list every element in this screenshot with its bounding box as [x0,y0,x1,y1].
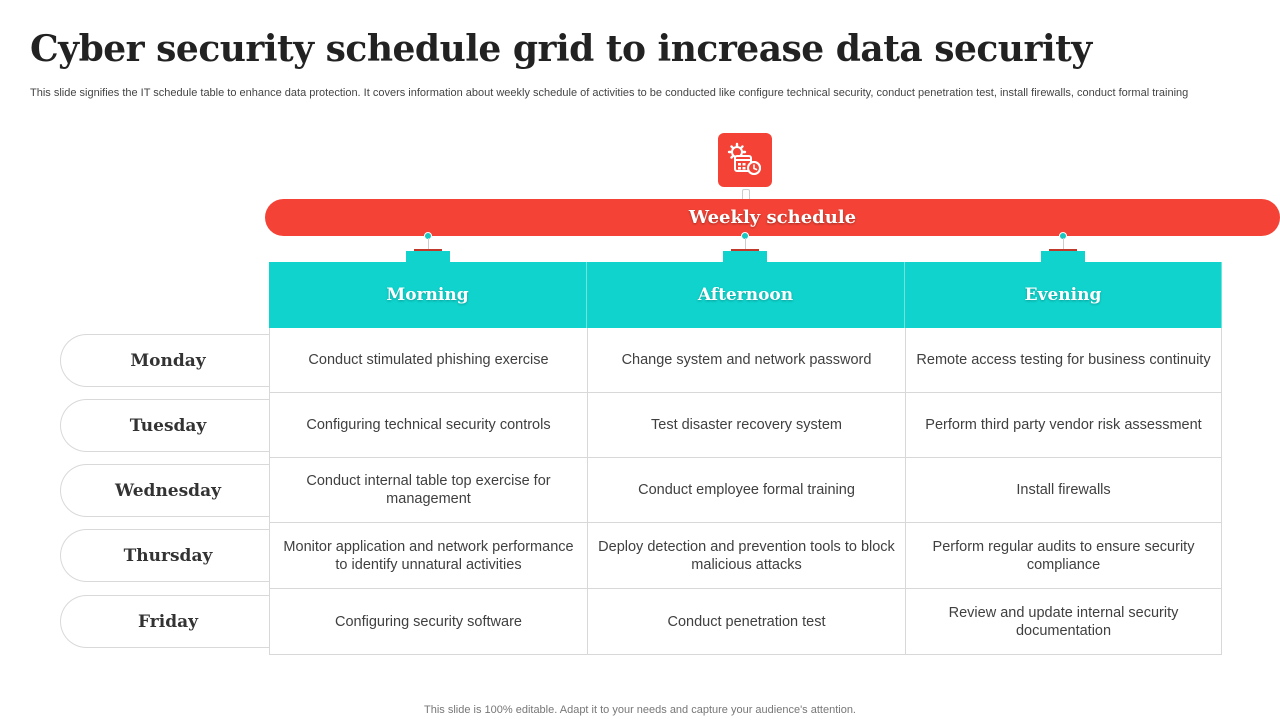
day-label-thursday: Thursday [60,529,285,582]
calendar-gear-icon [718,133,772,187]
connector-stem [1063,238,1064,250]
day-label-text: Tuesday [129,415,207,436]
schedule-table: Morning Afternoon Evening Conduct stimul… [269,262,1222,655]
weekly-schedule-label: Weekly schedule [688,207,857,228]
table-cell: Install firewalls [905,458,1222,523]
connector-tab-line [1049,249,1077,251]
table-cell: Remote access testing for business conti… [905,328,1222,393]
table-cell: Perform third party vendor risk assessme… [905,393,1222,458]
table-cell: Conduct stimulated phishing exercise [269,328,587,393]
connector-tab-line [731,249,759,251]
table-cell: Conduct internal table top exercise for … [269,458,587,523]
page-title: Cyber security schedule grid to increase… [30,28,1092,70]
day-label-tuesday: Tuesday [60,399,285,452]
table-cell: Conduct employee formal training [587,458,905,523]
table-cell: Conduct penetration test [587,589,905,655]
table-cell: Configuring security software [269,589,587,655]
connector-tab [723,251,767,262]
connector-stem [428,238,429,250]
table-cell: Perform regular audits to ensure securit… [905,523,1222,589]
day-label-text: Wednesday [115,480,221,501]
day-label-text: Thursday [123,545,213,566]
table-cell: Change system and network password [587,328,905,393]
connector-stem [745,238,746,250]
connector-tab-line [414,249,442,251]
table-cell: Configuring technical security controls [269,393,587,458]
day-label-wednesday: Wednesday [60,464,285,517]
day-label-friday: Friday [60,595,285,648]
connector-tab [406,251,450,262]
page-subtitle: This slide signifies the IT schedule tab… [30,87,1189,99]
day-label-text: Friday [138,611,198,632]
column-header-morning: Morning [269,262,587,328]
table-cell: Review and update internal security docu… [905,589,1222,655]
table-cell: Monitor application and network performa… [269,523,587,589]
weekly-schedule-banner: Weekly schedule [265,199,1280,236]
footer-note: This slide is 100% editable. Adapt it to… [424,704,856,716]
table-cell: Test disaster recovery system [587,393,905,458]
connector-tab [1041,251,1085,262]
day-label-monday: Monday [60,334,285,387]
table-cell: Deploy detection and prevention tools to… [587,523,905,589]
day-label-text: Monday [130,350,206,371]
column-header-afternoon: Afternoon [587,262,905,328]
column-header-evening: Evening [905,262,1222,328]
